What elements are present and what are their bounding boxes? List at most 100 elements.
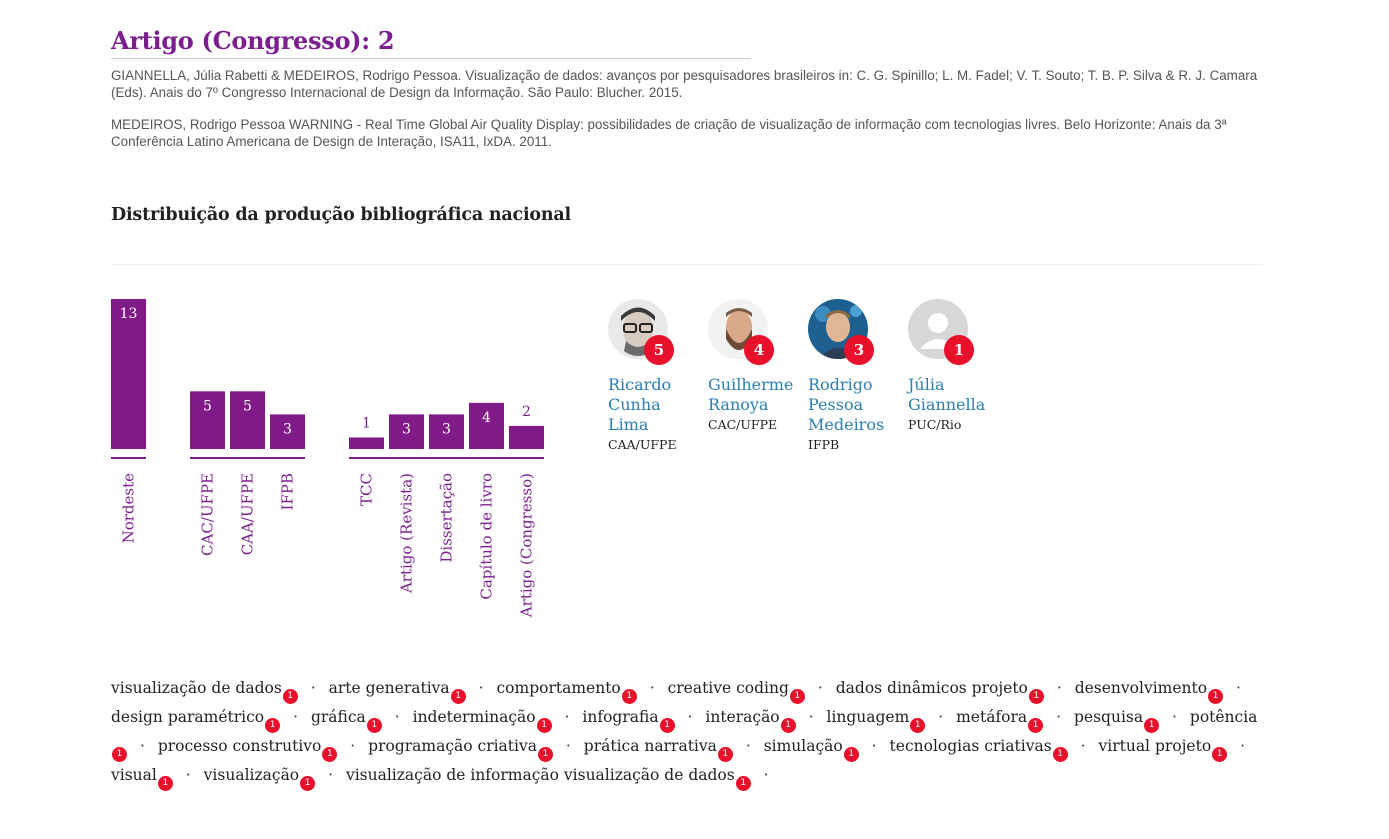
- bar-value-label: 3: [442, 421, 451, 437]
- keyword-count-badge: 1: [1208, 689, 1224, 704]
- keyword-link[interactable]: dados dinâmicos projeto 1: [836, 679, 1044, 704]
- keyword-count-badge: 1: [112, 747, 127, 762]
- keyword-count-badge: 1: [450, 689, 466, 704]
- group-0-baseline: [111, 457, 146, 459]
- bar-tcc[interactable]: [349, 437, 384, 449]
- keyword-count-badge: 1: [1028, 718, 1044, 733]
- person-name-link[interactable]: Guilherme Ranoya: [708, 375, 794, 414]
- keyword-link[interactable]: processo construtivo 1: [158, 737, 338, 762]
- category-label: CAA/UFPE: [239, 473, 257, 555]
- bar-value-label: 2: [522, 404, 531, 420]
- keyword-link[interactable]: gráfica 1: [311, 708, 382, 733]
- keyword-count-badge: 1: [780, 718, 796, 733]
- keyword-count-badge: 1: [282, 689, 298, 704]
- keyword-count-badge: 1: [1052, 747, 1068, 762]
- keyword-link[interactable]: potência1: [111, 708, 1257, 762]
- keyword-separator: ·: [745, 737, 751, 755]
- keyword-link[interactable]: programação criativa 1: [368, 737, 553, 762]
- category-label: Dissertação: [438, 473, 456, 563]
- keyword-link[interactable]: infografia 1: [582, 708, 675, 733]
- person-card: 3 Rodrigo Pessoa Medeiros IFPB: [808, 299, 904, 452]
- keyword-separator: ·: [871, 737, 877, 755]
- bar-caa-ufpe[interactable]: [230, 391, 265, 449]
- keyword-separator: ·: [564, 708, 570, 726]
- bar-artigo-revista-[interactable]: [389, 414, 424, 449]
- avatar[interactable]: 3: [808, 299, 874, 365]
- keyword-link[interactable]: tecnologias criativas 1: [890, 737, 1068, 762]
- keyword-link[interactable]: desenvolvimento 1: [1075, 679, 1224, 704]
- keyword-separator: ·: [687, 708, 693, 726]
- bar-value-label: 5: [203, 398, 212, 414]
- group-2-baseline: [349, 457, 544, 459]
- keyword-count-badge: 1: [621, 689, 637, 704]
- bar-value-label: 3: [402, 421, 411, 437]
- person-institution: PUC/Rio: [908, 417, 962, 432]
- keyword-link[interactable]: linguagem 1: [826, 708, 926, 733]
- keyword-link[interactable]: visual 1: [111, 766, 173, 791]
- keyword-separator: ·: [565, 737, 571, 755]
- keyword-separator: ·: [649, 679, 655, 697]
- bar-value-label: 5: [243, 398, 252, 414]
- keyword-separator: ·: [310, 679, 316, 697]
- bar-disserta-o[interactable]: [429, 414, 464, 449]
- keyword-count-badge: 1: [265, 718, 281, 733]
- keyword-link[interactable]: indeterminação 1: [413, 708, 552, 733]
- keyword-link[interactable]: prática narrativa 1: [584, 737, 733, 762]
- bar-artigo-congresso-[interactable]: [509, 425, 544, 449]
- keyword-separator: ·: [1172, 708, 1177, 726]
- keyword-link[interactable]: visualização 1: [204, 766, 316, 791]
- keyword-count-badge: 1: [1028, 689, 1044, 704]
- keyword-link[interactable]: design paramétrico 1: [111, 708, 281, 733]
- keyword-separator: ·: [185, 766, 191, 784]
- category-label: IFPB: [279, 473, 297, 510]
- keyword-separator: ·: [293, 708, 299, 726]
- keyword-link[interactable]: virtual projeto 1: [1098, 737, 1228, 762]
- bar-cac-ufpe[interactable]: [190, 391, 225, 449]
- keyword-link[interactable]: visualização de informação visualização …: [346, 766, 751, 791]
- count-badge: 1: [944, 335, 974, 365]
- keyword-count-badge: 1: [537, 747, 553, 762]
- bar-value-label: 13: [120, 306, 138, 322]
- keyword-separator: ·: [1056, 679, 1062, 697]
- group-1-baseline: [190, 457, 305, 459]
- bar-ifpb[interactable]: [270, 414, 305, 449]
- keyword-link[interactable]: simulação 1: [764, 737, 859, 762]
- keyword-link[interactable]: metáfora 1: [956, 708, 1044, 733]
- keyword-separator: ·: [1240, 737, 1246, 755]
- category-label: CAC/UFPE: [199, 473, 217, 556]
- bar-nordeste[interactable]: [111, 299, 146, 449]
- keyword-separator: ·: [350, 737, 356, 755]
- bar-value-label: 3: [283, 421, 292, 437]
- keyword-link[interactable]: comportamento 1: [497, 679, 637, 704]
- bar-value-label: 4: [482, 410, 491, 426]
- keyword-link[interactable]: arte generativa 1: [329, 679, 466, 704]
- category-label: Capítulo de livro: [478, 473, 496, 600]
- divider: [111, 264, 1263, 265]
- person-name-link[interactable]: Rodrigo Pessoa Medeiros: [808, 375, 885, 434]
- count-badge: 5: [644, 335, 674, 365]
- keyword-separator: ·: [938, 708, 944, 726]
- placeholder-user-icon[interactable]: 1: [908, 299, 974, 365]
- keyword-separator: ·: [808, 708, 814, 726]
- bar-value-label: 1: [362, 415, 371, 431]
- person-name-link[interactable]: Ricardo Cunha Lima: [608, 375, 672, 434]
- keyword-count-badge: 1: [659, 718, 675, 733]
- person-name-link[interactable]: Júlia Giannella: [908, 375, 986, 414]
- count-badge: 3: [844, 335, 874, 365]
- keyword-link[interactable]: creative coding 1: [668, 679, 805, 704]
- category-label: Nordeste: [120, 473, 138, 544]
- keyword-count-badge: 1: [910, 718, 926, 733]
- keyword-separator: ·: [1056, 708, 1062, 726]
- keyword-link[interactable]: visualização de dados 1: [111, 679, 298, 704]
- keyword-count-badge: 1: [1144, 718, 1160, 733]
- keyword-link[interactable]: interação 1: [705, 708, 796, 733]
- keyword-count-badge: 1: [843, 747, 859, 762]
- keyword-separator: ·: [328, 766, 334, 784]
- avatar[interactable]: 4: [708, 299, 774, 365]
- avatar[interactable]: 5: [608, 299, 674, 365]
- keyword-separator: ·: [394, 708, 400, 726]
- keyword-link[interactable]: pesquisa 1: [1074, 708, 1160, 733]
- reference-2: MEDEIROS, Rodrigo Pessoa WARNING - Real …: [111, 117, 1227, 149]
- keyword-count-badge: 1: [322, 747, 338, 762]
- bar-cap-tulo-de-livro[interactable]: [469, 402, 504, 449]
